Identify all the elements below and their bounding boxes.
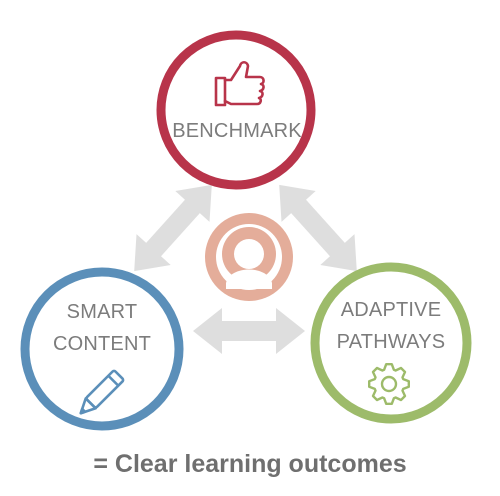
smart-content-label-line2: CONTENT — [53, 333, 151, 355]
arrow-benchmark-smart-content — [134, 184, 212, 272]
smart-content-label-line1: SMART — [67, 301, 138, 323]
smart-content-node: SMART CONTENT — [20, 267, 184, 431]
adaptive-pathways-label-line2: PATHWAYS — [337, 331, 446, 353]
gear-icon — [368, 363, 410, 405]
arrow-smart-content-adaptive — [193, 308, 305, 354]
pencil-icon — [79, 369, 125, 415]
adaptive-pathways-label-line1: ADAPTIVE — [341, 299, 442, 321]
arrow-benchmark-adaptive — [279, 184, 357, 272]
benchmark-node: BENCHMARK — [156, 30, 316, 190]
adaptive-pathways-node: ADAPTIVE PATHWAYS — [310, 262, 472, 424]
benchmark-label: BENCHMARK — [172, 120, 302, 142]
center-user-icon — [205, 213, 293, 301]
thumbs-up-icon — [214, 60, 265, 107]
arrows — [134, 184, 357, 354]
caption: = Clear learning outcomes — [93, 450, 407, 478]
